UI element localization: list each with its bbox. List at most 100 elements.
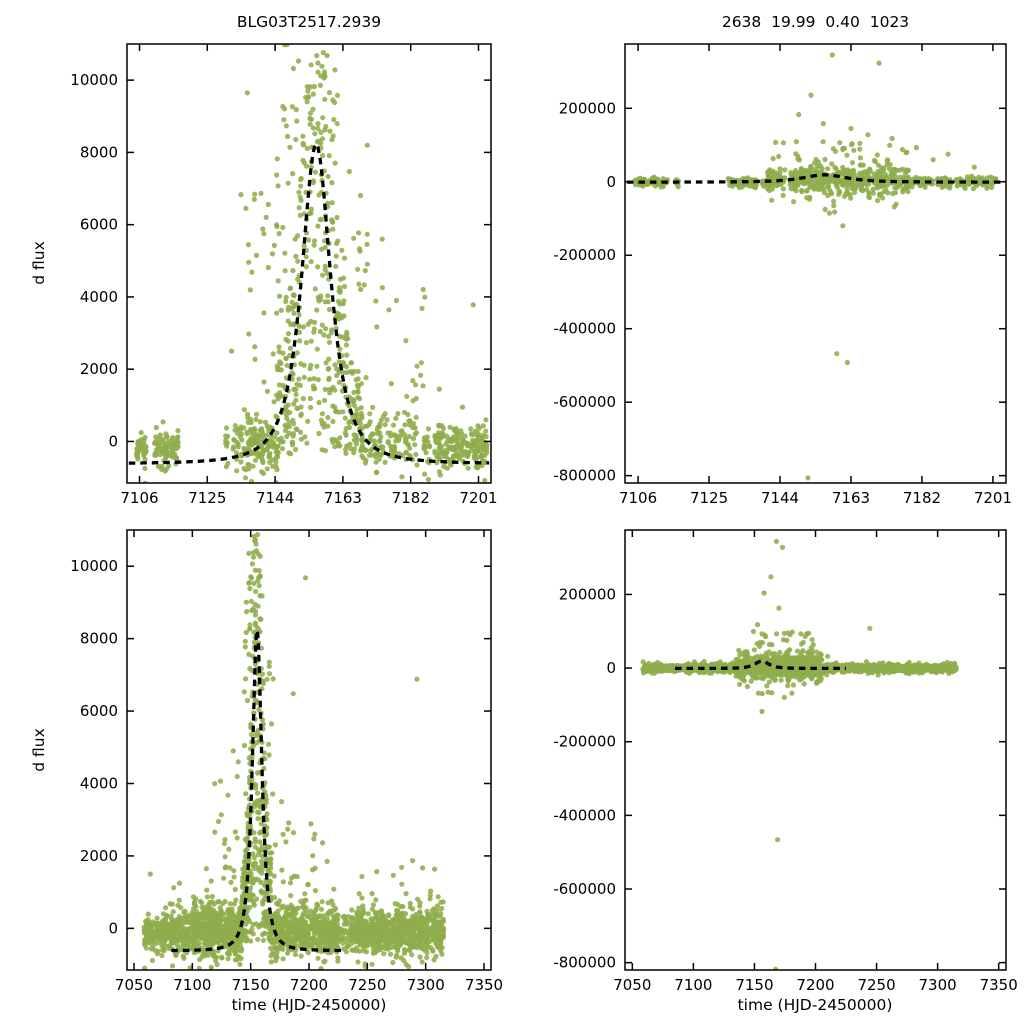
data-point [399,474,405,480]
data-point [273,459,279,465]
data-point [904,149,910,155]
data-point [256,568,262,574]
data-point [323,360,329,366]
data-point [226,951,232,957]
data-point [282,268,288,274]
data-point [413,382,419,388]
data-point [252,567,258,573]
data-point [305,881,311,888]
data-point [337,435,343,441]
data-point [194,909,200,915]
data-point [221,875,227,881]
data-point [261,310,267,316]
data-point [246,918,252,925]
data-point [834,351,840,357]
data-point [435,894,441,900]
data-point [340,940,346,946]
data-point [244,846,250,853]
y-tick-label: 4000 [80,774,118,792]
data-point [403,449,409,455]
data-point [239,437,245,443]
data-point [265,201,271,208]
data-point [223,433,229,439]
data-point [227,865,233,871]
data-point [282,250,288,256]
data-point [400,904,406,910]
data-point [268,959,274,965]
data-point [247,585,253,592]
data-point [334,912,340,918]
data-point [439,951,445,957]
data-point [334,921,340,927]
data-point [437,472,443,478]
data-point [332,444,338,450]
data-point [344,329,350,335]
data-point [425,476,431,483]
data-point [988,180,994,186]
data-point [247,287,253,293]
data-point [311,376,317,382]
data-point [364,261,370,267]
data-point [870,186,876,192]
data-point [149,957,156,964]
data-point [449,436,455,442]
data-point [250,550,256,556]
data-point [380,444,386,450]
data-point [769,186,775,192]
data-point [357,396,363,402]
y-tick-label: -400000 [553,320,616,338]
data-point [358,405,364,411]
x-tick-label: 7163 [832,489,870,507]
data-point [154,915,160,921]
data-point [729,183,736,189]
data-point [433,953,439,959]
data-point [346,420,352,426]
data-point [259,443,265,449]
data-point [262,756,268,762]
data-point [233,897,239,903]
data-point [251,426,257,432]
data-point [422,294,428,300]
data-point [322,263,328,269]
data-point [351,446,358,452]
data-point [831,203,837,209]
data-point [865,132,871,138]
data-point [848,195,854,201]
data-point [465,465,471,471]
data-point [419,959,425,965]
data-point [354,406,360,412]
data-point [879,165,885,171]
y-tick-label: 8000 [80,630,118,648]
data-point [794,170,800,176]
panel-top-left: 7106 7125 7144 7163 7182 72010200040006000800… [70,43,498,507]
data-point [275,908,281,914]
data-point [405,411,411,418]
data-point [403,911,409,917]
data-point [363,375,369,381]
data-point [436,433,442,440]
data-point [439,423,445,429]
data-point [251,855,257,861]
data-point [300,324,307,330]
data-point [283,294,289,300]
data-point [297,429,304,435]
data-point [289,104,295,110]
plot-border [624,43,1007,484]
data-point [278,439,284,445]
data-point [360,438,366,444]
data-point [233,950,239,956]
data-point [259,867,265,873]
data-point [266,442,272,448]
data-point [253,733,259,739]
data-point [259,456,265,462]
data-point [310,178,317,184]
data-point [815,159,822,165]
data-point [257,849,263,855]
data-point [260,226,266,232]
data-point [312,865,318,871]
data-point [328,330,334,336]
data-point [234,468,240,474]
data-point [185,912,192,919]
data-point [243,921,249,927]
data-point [170,909,176,915]
